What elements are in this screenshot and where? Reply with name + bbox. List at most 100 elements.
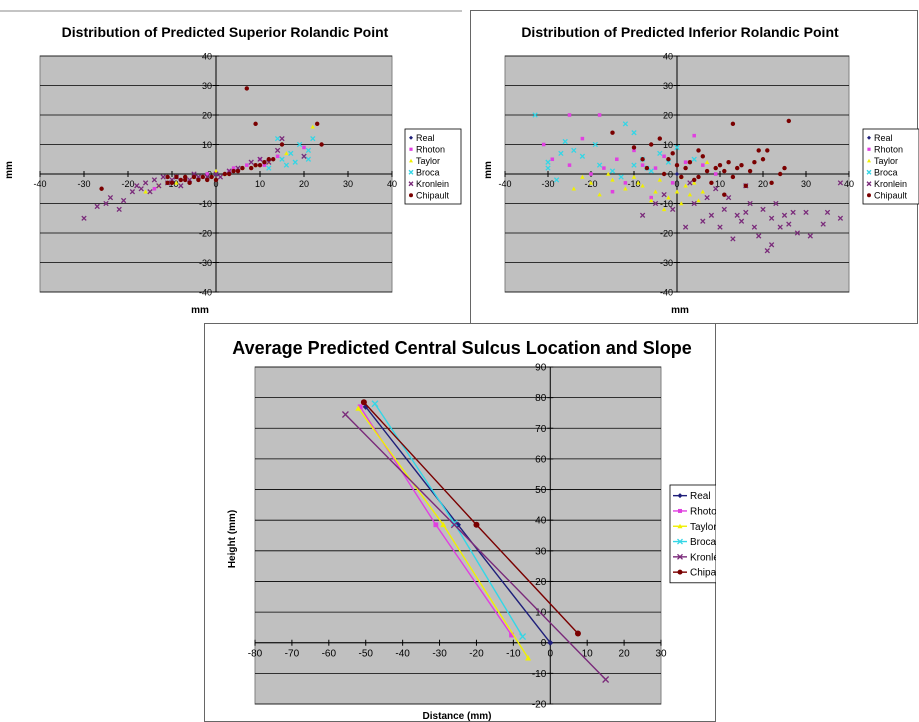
legend-label: Real bbox=[690, 491, 711, 502]
data-point bbox=[837, 215, 844, 221]
marker-stroke bbox=[717, 224, 723, 230]
marker-stroke bbox=[545, 165, 551, 171]
data-point bbox=[302, 145, 306, 150]
plot-background bbox=[254, 366, 662, 705]
legend-label: Rhoton bbox=[690, 506, 716, 517]
marker-stroke bbox=[652, 200, 659, 207]
data-point bbox=[440, 521, 447, 528]
data-point bbox=[138, 186, 144, 192]
marker-stroke bbox=[768, 242, 775, 248]
y-tick-label: 70 bbox=[535, 424, 547, 435]
data-point bbox=[99, 186, 104, 191]
superior-rolandic-chart: Distribution of Predicted Superior Rolan… bbox=[0, 10, 462, 316]
data-point bbox=[803, 209, 809, 216]
legend-marker bbox=[867, 147, 871, 151]
y-tick-label: 10 bbox=[202, 140, 212, 150]
legend-label: Broca bbox=[416, 167, 440, 177]
marker-stroke bbox=[592, 141, 598, 148]
legend-entry: Taylor bbox=[867, 156, 898, 166]
data-point bbox=[178, 183, 184, 189]
data-point bbox=[717, 162, 723, 168]
y-tick-label: -20 bbox=[532, 700, 547, 711]
data-point bbox=[519, 633, 527, 641]
marker-stroke bbox=[677, 538, 683, 545]
legend-entry: Chipault bbox=[409, 190, 450, 200]
legend: Real Rhoton Taylor Broca Kronlein Chipault bbox=[669, 484, 716, 584]
data-point bbox=[362, 403, 369, 410]
x-tick-label: 30 bbox=[801, 179, 811, 189]
data-point bbox=[764, 248, 770, 254]
data-point bbox=[704, 168, 710, 174]
data-point bbox=[713, 165, 718, 171]
marker-stroke bbox=[116, 206, 122, 213]
marker-stroke bbox=[691, 200, 697, 207]
marker-stroke bbox=[661, 191, 667, 198]
marker-stroke bbox=[725, 194, 732, 201]
marker-stroke bbox=[648, 168, 654, 174]
legend-marker bbox=[408, 181, 414, 187]
marker-stroke bbox=[704, 194, 710, 201]
marker-stroke bbox=[820, 221, 826, 227]
marker-stroke bbox=[734, 212, 740, 218]
data-point bbox=[670, 206, 676, 213]
chart-title: Distribution of Predicted Inferior Rolan… bbox=[521, 24, 839, 40]
legend-entry: Taylor bbox=[673, 522, 716, 533]
data-point bbox=[558, 150, 564, 157]
y-tick-label: -10 bbox=[199, 199, 212, 209]
marker-stroke bbox=[310, 135, 316, 142]
data-point bbox=[786, 221, 792, 227]
x-tick-label: -20 bbox=[121, 179, 134, 189]
legend-entry: Rhoton bbox=[867, 144, 903, 154]
data-point bbox=[730, 236, 736, 242]
data-point bbox=[473, 521, 480, 528]
x-tick-label: 20 bbox=[619, 649, 631, 660]
data-point bbox=[738, 218, 745, 224]
legend-marker bbox=[677, 569, 683, 575]
inferior-rolandic-chart: Distribution of Predicted Inferior Rolan… bbox=[470, 10, 919, 324]
y-tick-label: 30 bbox=[202, 81, 212, 91]
data-point bbox=[696, 198, 701, 203]
marker-stroke bbox=[579, 153, 586, 159]
legend-entry: Real bbox=[867, 133, 893, 143]
data-point bbox=[735, 165, 740, 171]
marker-stroke bbox=[674, 144, 680, 151]
marker-stroke bbox=[160, 174, 166, 180]
data-point bbox=[751, 224, 758, 230]
legend-label: Chipault bbox=[874, 190, 908, 200]
legend-marker bbox=[677, 538, 683, 545]
marker-stroke bbox=[803, 209, 809, 216]
x-tick-label: -50 bbox=[359, 649, 374, 660]
marker-stroke bbox=[790, 209, 796, 216]
marker-stroke bbox=[279, 156, 285, 162]
marker-stroke bbox=[618, 174, 624, 180]
marker-stroke bbox=[142, 180, 149, 186]
data-point bbox=[609, 168, 616, 174]
x-tick-label: -10 bbox=[506, 649, 521, 660]
data-point bbox=[288, 150, 294, 157]
marker-stroke bbox=[824, 209, 831, 216]
data-point bbox=[596, 162, 603, 168]
data-point bbox=[169, 180, 175, 186]
y-tick-label: 40 bbox=[663, 52, 673, 62]
marker-stroke bbox=[657, 150, 663, 157]
x-tick-label: 0 bbox=[547, 649, 553, 660]
data-point bbox=[310, 124, 315, 129]
tick-labels: -40-30-20-10010203040403020100-10-20-30-… bbox=[33, 52, 397, 298]
data-point bbox=[143, 189, 148, 194]
legend-marker bbox=[867, 158, 871, 163]
data-point bbox=[240, 165, 245, 171]
marker-stroke bbox=[305, 156, 312, 162]
legend-entry: Broca bbox=[408, 167, 440, 177]
data-point bbox=[760, 157, 766, 162]
data-point bbox=[592, 141, 598, 148]
data-point bbox=[662, 154, 666, 159]
x-tick-label: -80 bbox=[248, 649, 263, 660]
data-point bbox=[545, 165, 551, 171]
marker-stroke bbox=[807, 233, 813, 239]
data-point bbox=[450, 521, 458, 529]
marker-stroke bbox=[341, 411, 349, 418]
marker-stroke bbox=[687, 180, 693, 186]
x-tick-label: -30 bbox=[541, 179, 554, 189]
legend-marker bbox=[409, 158, 413, 163]
data-point bbox=[275, 154, 280, 159]
